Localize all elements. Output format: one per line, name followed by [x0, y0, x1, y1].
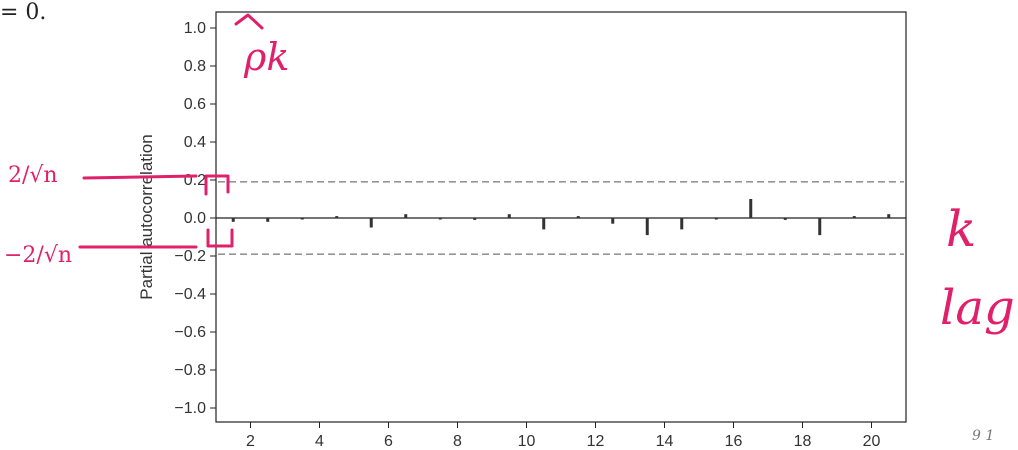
pacf-bar	[473, 218, 477, 220]
pacf-bar	[783, 218, 787, 220]
x-tick-label: 8	[453, 433, 462, 450]
upper-bracket	[204, 174, 230, 196]
y-tick-label: −0.8	[174, 362, 206, 379]
x-tick-label: 4	[315, 433, 324, 450]
lower-bound-annotation: −2/√n	[4, 243, 72, 268]
pacf-bar	[749, 199, 753, 218]
x-tick-label: 12	[587, 433, 605, 450]
x-tick-label: 6	[384, 433, 393, 450]
y-tick-label: −0.4	[174, 286, 206, 303]
pacf-bar	[852, 216, 856, 218]
pacf-bar	[438, 218, 442, 220]
pacf-bar	[300, 218, 304, 220]
pacf-bar	[507, 214, 511, 218]
pacf-bars	[231, 199, 891, 236]
pacf-bar	[611, 218, 615, 224]
pacf-bar	[680, 218, 684, 230]
pacf-bar	[645, 218, 649, 236]
x-tick-label: 16	[725, 433, 743, 450]
page-fragment-text: = 0.	[0, 0, 47, 25]
plot-frame	[215, 11, 907, 423]
upper-bound-annotation: 2/√n	[8, 163, 58, 188]
rho-k-annotation: ρk	[243, 35, 289, 79]
x-tick-label: 10	[518, 433, 536, 450]
pacf-bar	[231, 218, 235, 222]
x-tick-label: 20	[863, 433, 881, 450]
y-axis-label: Partial autocorrelation	[137, 134, 156, 299]
pacf-bar	[335, 216, 339, 218]
y-tick-label: 0.4	[184, 134, 206, 151]
pacf-bar	[818, 218, 822, 236]
y-tick-label: 0.0	[184, 210, 206, 227]
x-tick-label: 2	[246, 433, 255, 450]
pacf-bar	[369, 218, 373, 228]
y-tick-label: −0.6	[174, 324, 206, 341]
pacf-bar	[714, 218, 718, 220]
y-tick-label: 0.8	[184, 58, 206, 75]
y-tick-label: −0.2	[174, 248, 206, 265]
pacf-bar	[404, 214, 408, 218]
y-tick-label: 0.6	[184, 96, 206, 113]
pacf-bar	[887, 214, 891, 218]
pacf-bar	[542, 218, 546, 230]
pacf-bar	[266, 218, 270, 222]
x-tick-label: 14	[656, 433, 674, 450]
hat-mark	[234, 13, 264, 30]
y-tick-label: −1.0	[174, 400, 206, 417]
handwritten-annotations: ρk 2/√n −2/√n k lag	[4, 13, 1015, 336]
y-tick-label: 1.0	[184, 20, 206, 37]
x-axis-ticks: 2 4 6 8 10 12 14 16 18 20	[246, 422, 881, 450]
lower-bracket	[206, 228, 234, 248]
lag-annotation: lag	[940, 280, 1015, 336]
x-tick-label: 18	[794, 433, 812, 450]
corner-mark: 9 1	[972, 428, 995, 444]
upper-bound-leader	[82, 174, 198, 180]
pacf-bar	[576, 216, 580, 218]
y-axis-ticks: 1.00.80.60.40.20.0−0.2−0.4−0.6−0.8−1.0	[174, 20, 216, 417]
k-annotation: k	[946, 200, 976, 258]
